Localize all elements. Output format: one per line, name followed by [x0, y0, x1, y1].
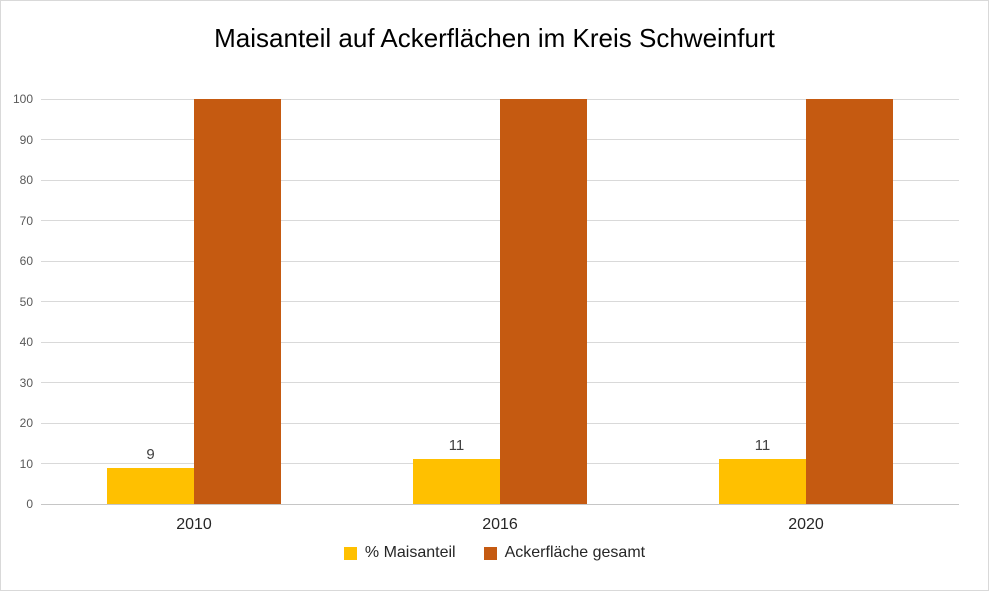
bar-value-label: 9: [146, 445, 155, 463]
bar-series-0-2020: [719, 459, 806, 504]
legend-swatch-icon: [343, 546, 357, 560]
bar-series-0-2010: [107, 467, 194, 504]
y-tick-label: 100: [12, 92, 33, 106]
bar-value-label: 11: [754, 437, 771, 455]
y-tick-label: 20: [19, 416, 33, 430]
y-tick-label: 10: [19, 456, 33, 471]
legend-swatch-icon: [483, 546, 497, 560]
y-tick-label: 70: [19, 213, 33, 228]
chart-title: Maisanteil auf Ackerflächen im Kreis Sch…: [214, 23, 775, 53]
y-tick-label: 40: [19, 335, 33, 349]
x-category-label: 2010: [176, 516, 212, 533]
legend-item: Ackerfläche gesamt: [483, 544, 646, 562]
x-axis-line: [41, 503, 959, 505]
y-tick-label: 90: [19, 132, 33, 147]
bar-value-label: 11: [448, 437, 465, 455]
bar-series-1-2020: [806, 99, 893, 504]
y-tick-label: 80: [19, 173, 33, 187]
legend-item: % Maisanteil: [343, 544, 456, 562]
bar-series-1-2010: [194, 99, 281, 504]
legend-label: % Maisanteil: [364, 544, 456, 561]
x-category-label: 2016: [482, 516, 518, 533]
y-tick-label: 0: [26, 497, 33, 511]
bar-series-1-2016: [500, 99, 587, 504]
y-tick-label: 60: [19, 254, 33, 268]
legend-label: Ackerfläche gesamt: [504, 544, 646, 561]
plot-area: 9 11 11: [41, 98, 959, 505]
y-tick-label: 30: [19, 375, 33, 390]
bar-series-0-2016: [413, 459, 500, 504]
legend: % Maisanteil Ackerfläche gesamt: [1, 544, 988, 562]
y-tick-label: 50: [19, 294, 33, 309]
x-category-label: 2020: [788, 516, 824, 533]
